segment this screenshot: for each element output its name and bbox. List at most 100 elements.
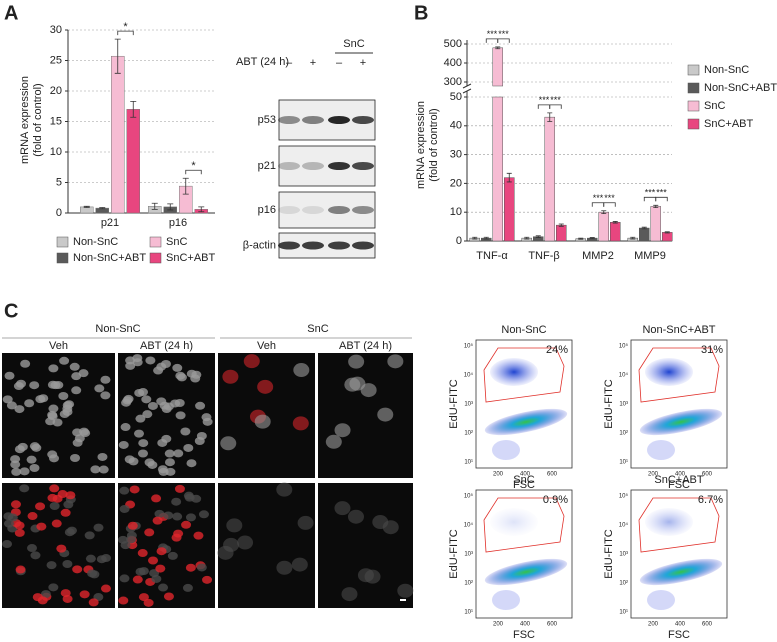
nucleus — [50, 381, 61, 390]
flow-xtick: 200 — [493, 622, 504, 628]
significance-bracket — [643, 196, 657, 202]
y-tick-label: 20 — [450, 177, 462, 189]
nucleus — [30, 551, 41, 560]
nucleus — [202, 575, 213, 584]
nucleus — [78, 369, 89, 378]
nucleus — [4, 371, 15, 380]
nucleus — [2, 395, 13, 404]
nucleus — [148, 556, 159, 565]
error-bar — [641, 226, 647, 230]
nucleus — [161, 434, 172, 443]
flow-xtick: 600 — [702, 472, 713, 478]
nucleus — [79, 590, 90, 599]
significance-bracket — [537, 104, 551, 109]
flow-title: SnC+ABT — [654, 474, 703, 486]
flow-frame — [630, 489, 728, 619]
significance-bracket — [549, 104, 562, 109]
legend-swatch — [687, 82, 700, 94]
flow-tail — [492, 440, 520, 460]
nucleus — [59, 356, 70, 365]
flow-xlabel: FSC — [668, 629, 690, 641]
nucleus — [60, 589, 71, 598]
error-bar — [589, 237, 595, 240]
significance-bracket — [117, 30, 134, 36]
nucleus — [98, 465, 109, 474]
nucleus — [19, 484, 30, 493]
blot-band — [352, 116, 374, 124]
nucleus — [29, 381, 40, 390]
nucleus — [291, 557, 308, 572]
column-label: ABT (24 h) — [140, 340, 193, 352]
blot-band — [328, 206, 350, 214]
nucleus — [193, 531, 204, 540]
nucleus — [154, 509, 165, 518]
nucleus — [26, 544, 37, 553]
axis-break — [462, 83, 472, 94]
nucleus — [119, 505, 130, 514]
flow-percent: 31% — [701, 344, 723, 356]
bar — [598, 211, 609, 242]
legend-swatch — [687, 118, 700, 130]
nucleus — [156, 362, 167, 371]
panel-label: B — [414, 2, 428, 24]
bar — [556, 224, 567, 242]
blot-band — [328, 241, 350, 250]
nucleus — [156, 547, 167, 556]
blot-protein: p53 — [258, 114, 276, 126]
error-bar — [558, 223, 564, 227]
flow-population — [639, 408, 723, 436]
blot-band — [302, 162, 324, 170]
y-tick-label: 300 — [444, 76, 462, 88]
error-bar — [130, 100, 137, 118]
nucleus — [27, 512, 38, 521]
nucleus — [174, 484, 185, 493]
blot-band — [328, 162, 350, 170]
error-bar — [653, 204, 659, 208]
blot-band — [302, 206, 324, 214]
flow-ytick: 10² — [619, 581, 628, 587]
nucleus — [121, 398, 132, 407]
error-bar — [151, 202, 158, 210]
flow-percent: 24% — [546, 344, 568, 356]
nucleus — [292, 416, 309, 431]
flow-percent: 0.9% — [543, 494, 568, 506]
flow-ytick: 10¹ — [619, 610, 628, 616]
nucleus — [47, 411, 58, 420]
nucleus — [84, 531, 95, 540]
nucleus — [151, 574, 162, 583]
nucleus — [40, 590, 51, 599]
nucleus — [118, 596, 129, 605]
flow-ytick: 10⁵ — [619, 493, 629, 500]
y-tick-label: 10 — [50, 146, 62, 158]
error-bar — [472, 236, 478, 240]
error-bar — [99, 207, 106, 210]
significance-label: *** — [645, 188, 656, 198]
nucleus — [191, 494, 202, 503]
bar — [504, 177, 515, 242]
flow-tail — [647, 590, 675, 610]
flow-ytick: 10⁴ — [619, 372, 629, 379]
flow-xtick: 400 — [520, 472, 531, 478]
nucleus — [119, 486, 130, 495]
blot-protein: β-actin — [243, 239, 276, 251]
nucleus — [52, 494, 63, 503]
significance-bracket — [497, 38, 510, 43]
nucleus — [11, 467, 22, 476]
nucleus — [217, 545, 234, 560]
nucleus — [297, 515, 314, 530]
nucleus — [97, 452, 108, 461]
nucleus — [48, 583, 59, 592]
error-bar — [535, 235, 541, 238]
flow-percent: 6.7% — [698, 494, 723, 506]
blot-lane: – — [336, 57, 343, 69]
nucleus — [16, 379, 27, 388]
bar — [662, 232, 673, 242]
nucleus — [181, 520, 192, 529]
flow-ytick: 10³ — [619, 552, 628, 558]
nucleus — [94, 384, 105, 393]
y-axis-label: (fold of control) — [32, 83, 44, 156]
y-tick-label: 10 — [450, 206, 462, 218]
nucleus — [138, 593, 149, 602]
nucleus — [125, 535, 136, 544]
flow-xtick: 400 — [675, 622, 686, 628]
